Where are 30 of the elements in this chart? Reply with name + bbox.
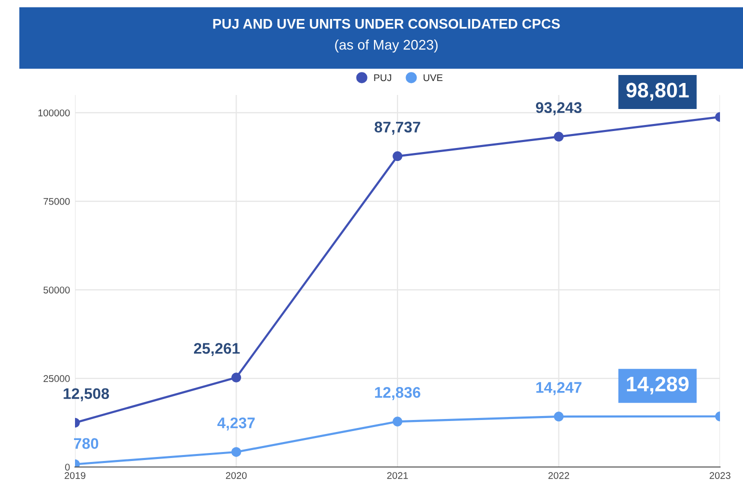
x-tick-label: 2021 [387,472,408,479]
data-label: 25,261 [194,343,240,356]
chart-subtitle: (as of May 2023) [335,40,438,52]
data-label: 12,836 [375,387,420,400]
data-label: 14,247 [536,382,582,396]
y-tick-label: 25000 [44,375,70,382]
data-label: 14,289 [626,376,689,394]
x-tick-label: 2020 [226,472,247,479]
y-tick-label: 75000 [44,198,70,205]
point [554,412,564,422]
x-tick-label: 2019 [64,472,86,479]
data-label: 4,237 [217,417,255,431]
data-label: 780 [74,438,98,449]
point [392,416,402,426]
y-tick-label: 100000 [38,109,70,116]
y-tick-label: 0 [65,464,70,471]
legend-label: PUJ [374,74,392,82]
data-label: 12,508 [64,388,110,402]
data-label: 98,801 [626,82,689,101]
x-tick-label: 2022 [548,472,570,479]
y-tick-label: 50000 [43,286,70,294]
data-label: 87,737 [374,122,420,135]
data-label: 93,243 [536,102,582,116]
point [231,372,242,382]
x-tick-label: 2023 [710,472,730,479]
chart-title: PUJ AND UVE UNITS UNDER CONSOLIDATED CPCS [213,18,560,29]
point [231,447,242,457]
point [392,151,402,162]
point [554,132,564,142]
legend-label: UVE [424,74,443,82]
